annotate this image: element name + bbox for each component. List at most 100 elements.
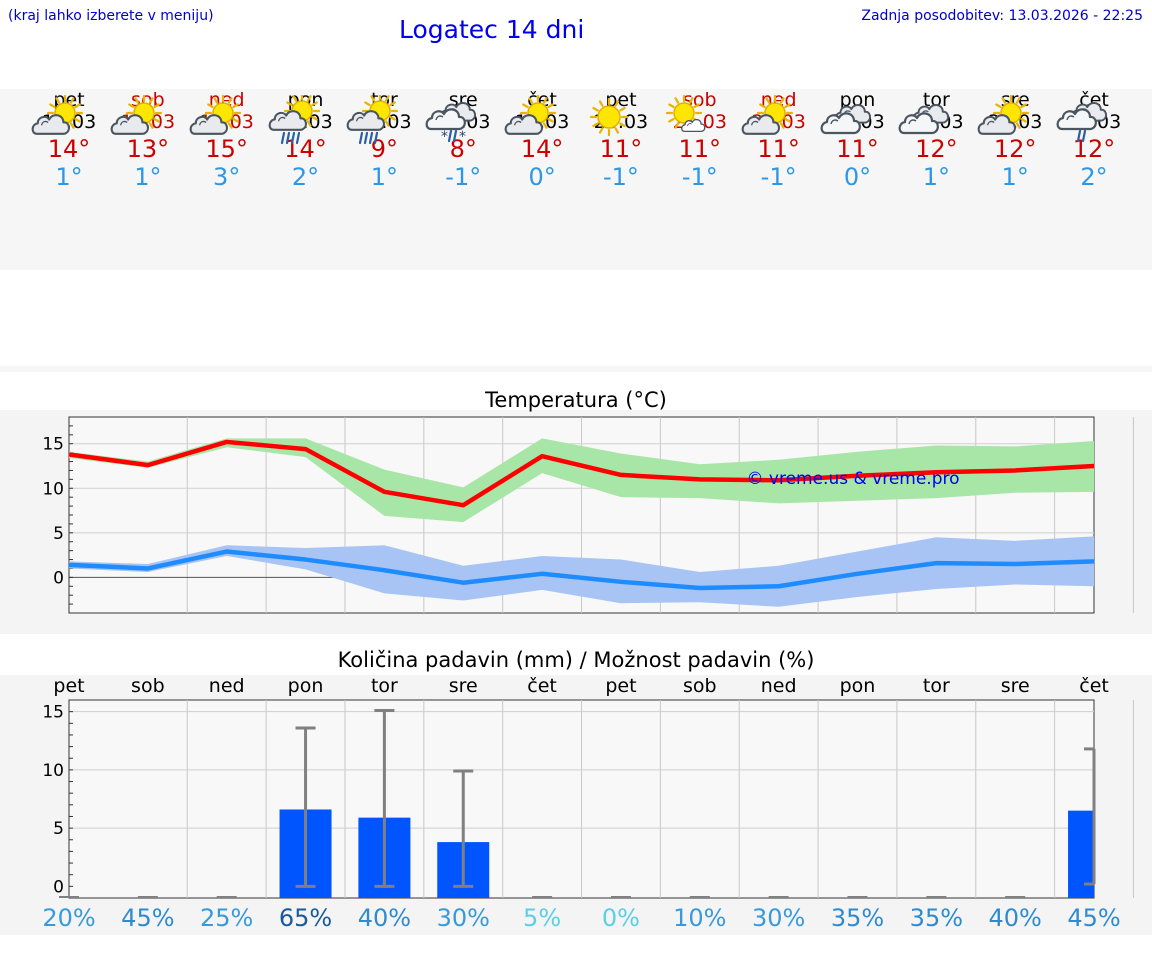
partly-sunny-icon	[977, 95, 1030, 135]
cloud-shape	[110, 114, 149, 135]
min-temperature: 0°	[843, 163, 872, 191]
sun-rays	[589, 97, 629, 137]
precipitation-probability: 30%	[751, 904, 806, 932]
y-tick-label: 10	[42, 761, 64, 781]
precipitation-day-label: čet	[527, 675, 557, 697]
day-name: pon	[839, 89, 876, 111]
max-temperature: 12°	[915, 135, 958, 163]
watermark: © vreme.us & vreme.pro	[746, 469, 959, 489]
partly-sunny-icon	[504, 95, 557, 135]
precipitation-day-label: sob	[131, 675, 165, 697]
day-forecast: sob14.0313°1°	[108, 89, 188, 191]
max-temperature-line	[68, 439, 1095, 508]
snowflake-icon: *	[441, 129, 448, 145]
min-temperature: 1°	[922, 163, 950, 191]
min-temperature: -1°	[602, 163, 639, 191]
cloud-shape	[189, 114, 228, 135]
y-tick-label: 5	[53, 819, 64, 839]
cloud-shape	[1056, 108, 1097, 131]
precipitation-day-label: sob	[683, 675, 717, 697]
cloud-shape	[346, 110, 386, 131]
precipitation-probability: 5%	[523, 904, 562, 932]
rain-drop	[280, 131, 285, 145]
partly-sunny-icon	[977, 95, 1030, 135]
cloudy-icon	[898, 104, 950, 135]
precipitation-day-label: sre	[448, 675, 478, 697]
precipitation-probability: 40%	[988, 904, 1042, 932]
precipitation-day-label: pon	[287, 675, 324, 697]
sun-small-cloud-icon	[665, 95, 706, 133]
rain-drop	[285, 131, 290, 145]
y-tick-label: 5	[53, 524, 64, 544]
y-tick-label: 15	[42, 703, 64, 723]
y-tick-label: 0	[53, 568, 64, 588]
sun-small-cloud-icon	[665, 95, 706, 133]
cloud-shape	[741, 114, 780, 135]
min-temperature: -1°	[760, 163, 797, 191]
rain-drop	[290, 131, 295, 145]
page-title: Logatec 14 dni	[399, 15, 585, 44]
rain-drop	[374, 131, 379, 145]
temperature-chart-title: Temperatura (°C)	[485, 388, 667, 412]
rain-drop	[1081, 129, 1087, 143]
day-forecast: tor17.039°1°	[344, 89, 424, 191]
partly-sunny-icon	[189, 95, 241, 135]
cloud-shape	[820, 112, 861, 135]
min-temperature-range	[69, 536, 1095, 607]
temperature-chart: 0 5 10 15 © vreme.us & vreme.pro	[42, 416, 1134, 614]
sun-rays	[519, 95, 557, 132]
y-tick-label: 10	[42, 479, 64, 499]
precipitation-probability: 35%	[909, 904, 964, 932]
precipitation-day-label: pet	[605, 675, 637, 697]
precipitation-day-label: tor	[922, 675, 950, 697]
day-forecast: tor24.0312°1°	[896, 89, 976, 191]
sun-icon	[589, 97, 629, 137]
sun-rain-icon	[268, 95, 320, 145]
cloud-shape	[977, 114, 1017, 135]
separator-band	[0, 366, 1152, 372]
sun-icon	[589, 97, 629, 137]
precipitation-day-label: tor	[370, 675, 398, 697]
cloud-shape	[268, 110, 307, 131]
max-temperature: 11°	[836, 135, 879, 163]
rain-drop	[1076, 129, 1082, 143]
min-temperature: 1°	[370, 163, 399, 191]
precipitation-probability: 35%	[830, 904, 885, 932]
precipitation-probability: 25%	[200, 904, 254, 932]
max-temperature: 11°	[599, 135, 643, 163]
min-temperature: 1°	[134, 163, 162, 191]
sun-disc	[673, 102, 695, 124]
sun-rain-icon	[346, 95, 399, 145]
precipitation-probability: 40%	[357, 904, 412, 932]
partly-sunny-icon	[741, 95, 793, 135]
daily-forecast-band	[0, 89, 1152, 270]
day-name: pet	[605, 89, 637, 111]
min-temperature: 1°	[55, 163, 83, 191]
precipitation-probability: 45%	[121, 904, 175, 932]
rain-drop	[364, 131, 369, 145]
rain-drop	[359, 131, 364, 145]
partly-sunny-icon	[31, 95, 84, 135]
min-temperature: 2°	[291, 163, 320, 191]
max-temperature: 14°	[47, 135, 91, 163]
location-hint: (kraj lahko izberete v meniju)	[8, 8, 214, 24]
cloud-shape	[680, 119, 706, 133]
cloud-rain-icon	[1056, 102, 1108, 143]
precipitation-day-label: ned	[208, 675, 245, 697]
snowflake-icon: *	[459, 129, 466, 145]
sun-disc	[597, 105, 621, 129]
min-temperature: -1°	[681, 163, 718, 191]
max-temperature: 12°	[1072, 135, 1116, 163]
cloud-shape	[425, 108, 467, 131]
cloudy-icon	[898, 104, 950, 135]
last-updated: Zadnja posodobitev: 13.03.2026 - 22:25	[861, 8, 1143, 24]
max-temperature: 14°	[520, 135, 564, 163]
min-temperature: 0°	[528, 163, 556, 191]
cloud-sleet-icon: * *	[425, 102, 477, 145]
sun-rain-icon	[346, 95, 399, 145]
max-temperature: 13°	[126, 135, 170, 163]
